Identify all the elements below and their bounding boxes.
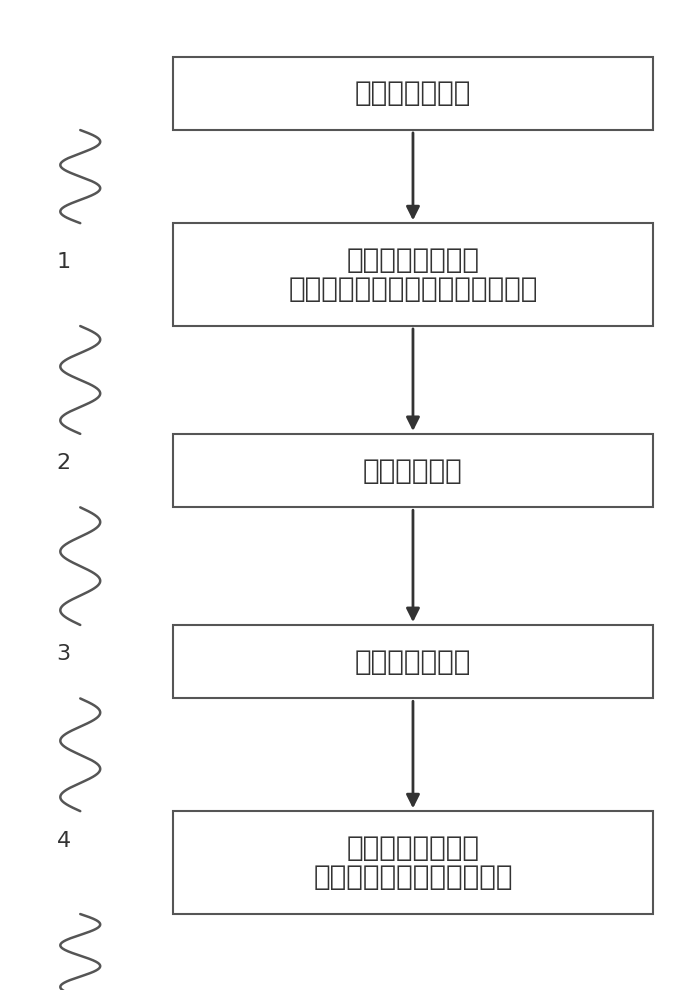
Bar: [174, 434, 652, 507]
Text: 使其根据预设的练习条件开始工作: 使其根据预设的练习条件开始工作: [288, 275, 538, 303]
Text: 4: 4: [56, 831, 71, 851]
Text: 关闭脆冲加压泵: 关闭脆冲加压泵: [355, 648, 471, 676]
Bar: [174, 223, 652, 326]
Text: 1: 1: [56, 252, 71, 272]
Text: 可以进行下一次练习的状态: 可以进行下一次练习的状态: [314, 863, 512, 891]
Bar: [174, 57, 652, 130]
Text: 将仿真血管设置为: 将仿真血管设置为: [346, 834, 480, 862]
Text: 3: 3: [56, 644, 71, 664]
Text: 2: 2: [56, 453, 71, 473]
Bar: [174, 625, 652, 698]
Text: 设定脆冲加压泵，: 设定脆冲加压泵，: [346, 246, 480, 274]
Text: 穿刺手臂模型: 穿刺手臂模型: [363, 457, 463, 485]
Text: 打开脆冲加压泵: 打开脆冲加压泵: [355, 79, 471, 107]
Bar: [174, 811, 652, 914]
